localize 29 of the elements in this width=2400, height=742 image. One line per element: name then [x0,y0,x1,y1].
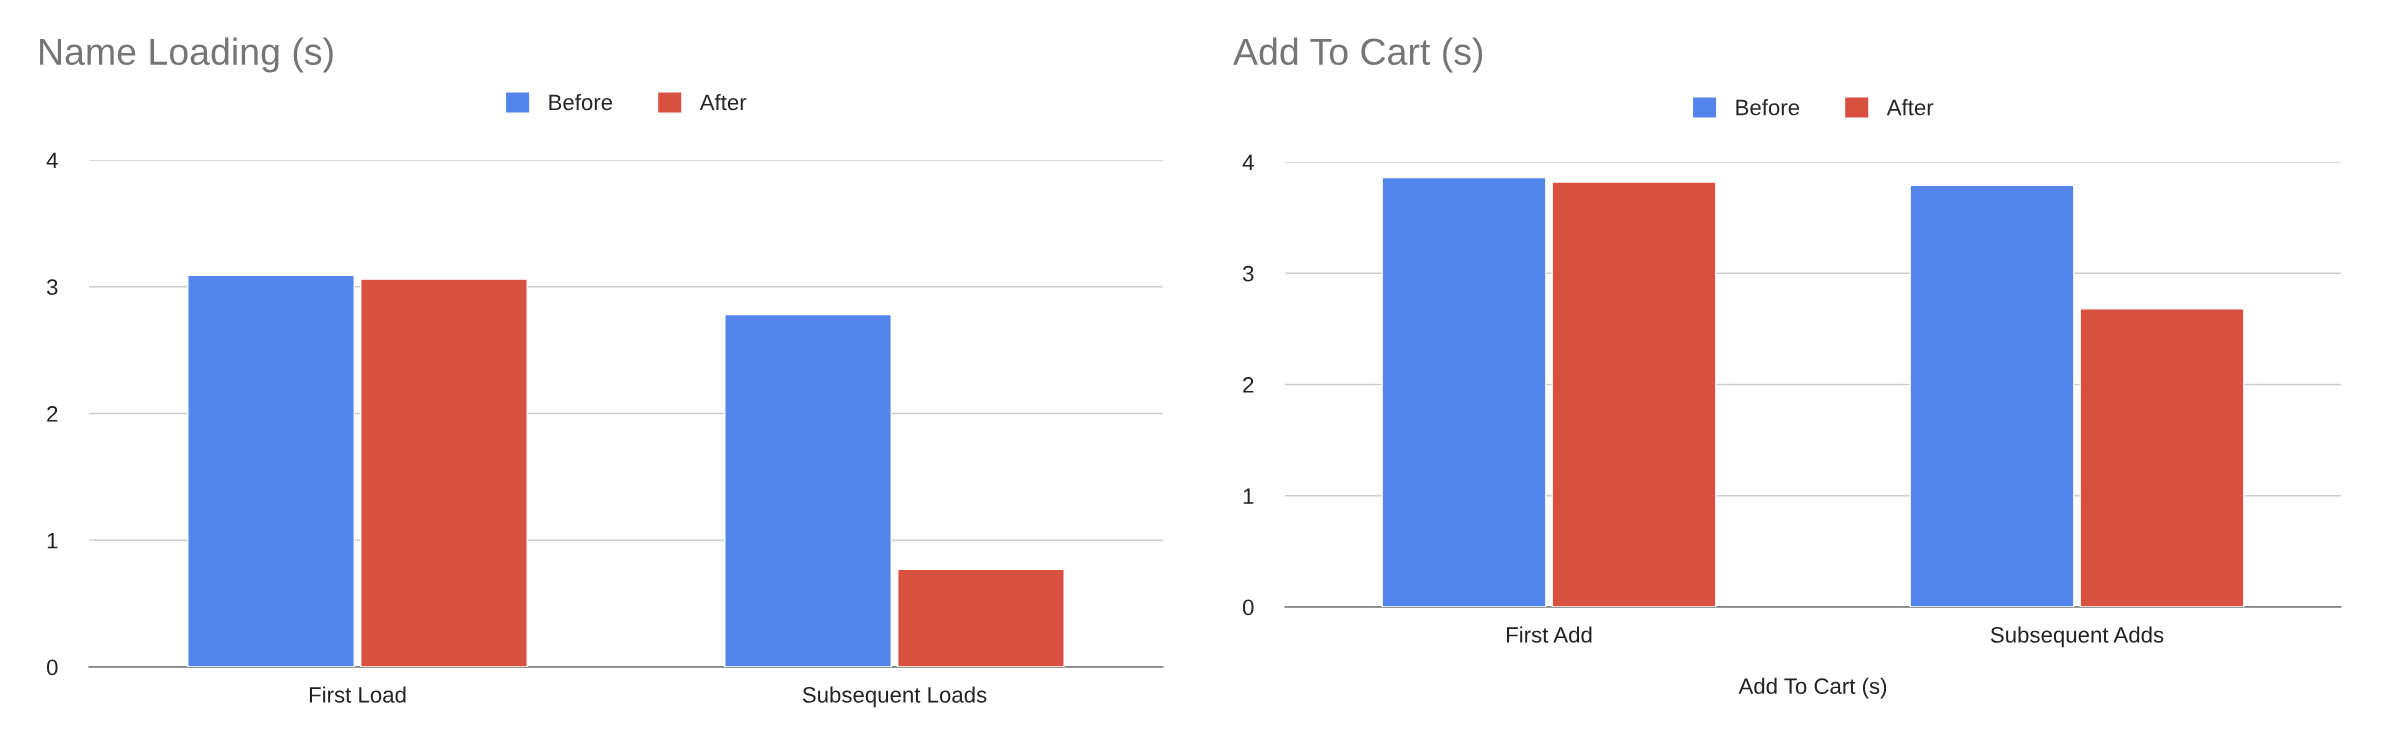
legend-label: After [1886,99,1934,116]
bar [2079,308,2245,607]
chart-title: Add To Cart (s) [1233,37,1483,73]
y-tick-label: 3 [46,279,58,296]
chart-title: Name Loading (s) [40,37,333,73]
y-tick-label: 3 [1242,265,1254,282]
x-tick-label: First Load [309,686,406,703]
y-tick-label: 0 [46,659,58,676]
x-axis-title: Add To Cart (s) [1738,677,1887,699]
bar [724,313,892,667]
y-tick-label: 4 [46,152,58,169]
bar [1381,176,1547,607]
y-tick-label: 0 [1242,599,1254,616]
y-tick-label: 4 [1242,154,1254,171]
bar [187,274,355,667]
y-tick-label: 2 [1243,377,1254,393]
y-tick-label: 1 [1243,488,1254,504]
y-tick-label: 1 [47,533,58,549]
y-tick-label: 2 [47,406,58,422]
bar [897,568,1065,667]
x-tick-label: First Add [1506,626,1592,643]
x-tick-label: Subsequent Loads [802,686,987,708]
bar [1551,181,1717,607]
x-tick-label: Subsequent Adds [1990,626,2164,648]
legend-label: Before [1736,99,1800,116]
bar [360,278,528,667]
legend-label: After [699,93,747,111]
bar [1909,184,2075,607]
legend-label: Before [549,93,613,111]
